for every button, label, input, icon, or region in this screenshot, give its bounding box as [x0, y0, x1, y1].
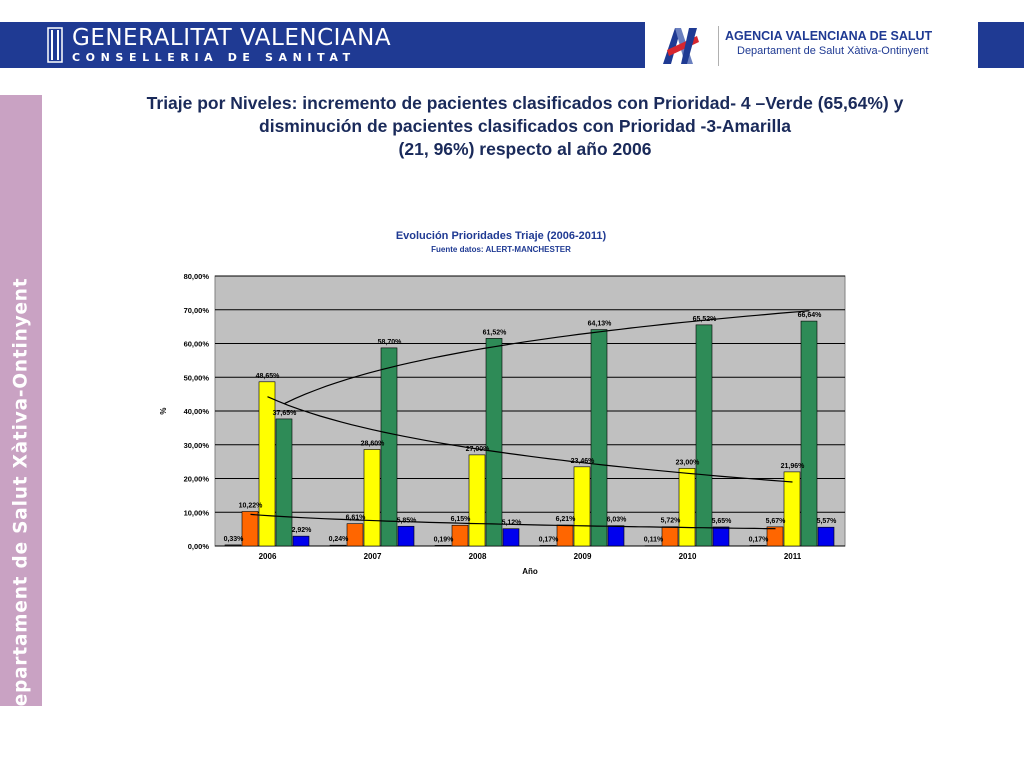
y-tick-label: 80,00%: [184, 272, 210, 281]
bar: [397, 525, 415, 547]
sidebar-band: Departament de Salut Xàtiva-Ontinyent: [0, 95, 42, 722]
data-label: 6,21%: [556, 516, 577, 523]
data-label: 2,92%: [292, 527, 313, 534]
data-label: 6,61%: [346, 515, 367, 522]
data-label: 0,19%: [434, 536, 455, 543]
y-tick-label: 40,00%: [184, 407, 210, 416]
data-label: 5,72%: [661, 518, 682, 525]
bar: [817, 526, 835, 547]
data-label: 65,52%: [693, 316, 718, 323]
bar: [346, 523, 364, 547]
bar: [292, 535, 310, 547]
data-label: 0,11%: [644, 537, 664, 544]
bar: [380, 347, 398, 547]
bar: [363, 449, 381, 547]
agency-banner: AGENCIA VALENCIANA DE SALUT Departament …: [645, 22, 978, 68]
bar: [678, 468, 696, 547]
bar: [749, 545, 767, 547]
trendline: [284, 310, 810, 405]
data-label: 23,46%: [571, 458, 596, 465]
y-tick-label: 20,00%: [184, 475, 210, 484]
org-subtitle: CONSELLERIA DE SANITAT: [72, 51, 356, 64]
y-tick-label: 0,00%: [188, 542, 210, 551]
bar: [434, 545, 452, 547]
y-tick-label: 50,00%: [184, 373, 210, 382]
chart-subtitle: Fuente datos: ALERT-MANCHESTER: [431, 245, 571, 254]
x-tick-label: 2006: [259, 552, 277, 561]
bar: [502, 528, 520, 547]
sidebar-department-text: Departament de Salut Xàtiva-Ontinyent: [10, 277, 32, 723]
data-label: 58,70%: [378, 339, 403, 346]
bar: [712, 526, 730, 547]
x-tick-label: 2011: [784, 552, 802, 561]
x-tick-label: 2008: [469, 552, 487, 561]
bar: [539, 545, 557, 547]
bar: [468, 454, 486, 547]
bar: [241, 511, 259, 547]
slide-title-line: (21, 96%) respecto al año 2006: [398, 139, 652, 159]
bar: [224, 544, 242, 547]
data-label: 5,12%: [502, 520, 523, 527]
bar: [485, 338, 503, 547]
slide-title: Triaje por Niveles: incremento de pacien…: [60, 92, 990, 161]
x-tick-label: 2010: [679, 552, 697, 561]
data-label: 48,65%: [256, 373, 281, 380]
data-label: 27,00%: [466, 446, 491, 453]
x-axis-label: Año: [522, 567, 538, 576]
agency-divider: [718, 26, 719, 66]
data-label: 0,24%: [329, 536, 350, 543]
generalitat-crest-icon: [47, 27, 63, 63]
banner-right-block: [978, 22, 1024, 68]
org-name: GENERALITAT VALENCIANA: [72, 25, 392, 51]
agency-subtitle: Departament de Salut Xàtiva-Ontinyent: [737, 45, 929, 57]
bar: [556, 524, 574, 547]
slide-title-line: Triaje por Niveles: incremento de pacien…: [146, 93, 904, 113]
data-label: 37,65%: [273, 410, 298, 417]
bar: [590, 329, 608, 547]
data-label: 6,15%: [451, 516, 472, 523]
data-label: 10,22%: [239, 503, 264, 510]
y-axis-label: %: [159, 407, 168, 414]
bar: [258, 381, 276, 547]
bar: [607, 525, 625, 547]
chart-title: Evolución Prioridades Triaje (2006-2011): [396, 230, 607, 242]
bar: [275, 418, 293, 547]
bar: [766, 526, 784, 547]
data-label: 66,64%: [798, 312, 823, 319]
data-label: 64,13%: [588, 321, 613, 328]
y-tick-label: 10,00%: [184, 508, 210, 517]
x-tick-label: 2007: [364, 552, 382, 561]
x-tick-label: 2009: [574, 552, 592, 561]
bar: [800, 320, 818, 547]
bar: [329, 544, 347, 547]
bar: [451, 524, 469, 547]
trendline: [250, 513, 776, 530]
data-label: 5,57%: [817, 518, 838, 525]
data-label: 5,67%: [766, 518, 787, 525]
bar: [644, 545, 662, 547]
data-label: 5,65%: [712, 518, 733, 525]
trendline: [267, 396, 793, 483]
y-tick-label: 60,00%: [184, 340, 210, 349]
data-label: 0,17%: [749, 536, 770, 543]
data-label: 28,60%: [361, 440, 386, 447]
bar: [661, 526, 679, 547]
data-label: 0,33%: [224, 536, 245, 543]
generalitat-banner: GENERALITAT VALENCIANA CONSELLERIA DE SA…: [0, 22, 645, 68]
y-tick-label: 70,00%: [184, 306, 210, 315]
data-label: 21,96%: [781, 463, 806, 470]
data-label: 6,03%: [607, 517, 628, 524]
data-label: 61,52%: [483, 329, 508, 336]
triage-chart: Evolución Prioridades Triaje (2006-2011)…: [159, 230, 846, 576]
data-label: 5,85%: [397, 517, 418, 524]
agency-title: AGENCIA VALENCIANA DE SALUT: [725, 29, 933, 43]
data-label: 0,17%: [539, 536, 560, 543]
bar: [573, 466, 591, 547]
bar: [695, 324, 713, 547]
avs-logo-icon: [663, 28, 699, 64]
bar: [783, 471, 801, 547]
data-label: 23,00%: [676, 459, 701, 466]
y-tick-label: 30,00%: [184, 441, 210, 450]
slide-title-line: disminución de pacientes clasificados co…: [259, 116, 791, 136]
